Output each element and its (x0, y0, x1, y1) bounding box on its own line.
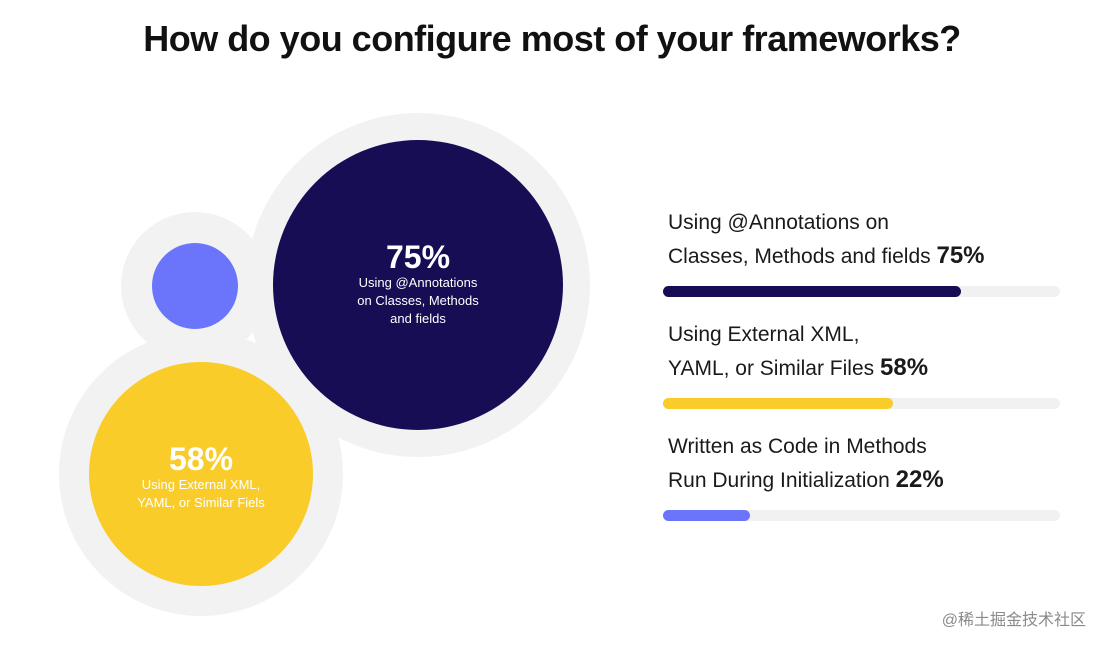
bubble-pct-annotations: 75% (385, 239, 451, 275)
bubble-pct-xml: 58% (168, 441, 234, 477)
bubble-label-annotations: 75% Using @Annotations on Classes, Metho… (318, 240, 518, 328)
bar-fill-code (663, 510, 751, 521)
bubble-annotations (273, 140, 563, 430)
legend-pct-annotations: 75% (936, 242, 985, 269)
bubble-code (152, 243, 238, 329)
bubble-desc-annotations-line-1: Using @Annotations (358, 275, 478, 290)
bubble-chart (59, 113, 590, 616)
legend-item-annotations: Using @Annotations on Classes, Methods a… (663, 206, 1068, 297)
bar-track-code (663, 510, 1060, 521)
chart-title: How do you configure most of your framew… (143, 18, 961, 59)
legend-pct-xml: 58% (880, 354, 929, 381)
bubble-xml (89, 362, 313, 586)
legend-label-xml-line-1: Using External XML, (668, 323, 860, 346)
legend-pct-code: 22% (895, 466, 944, 493)
legend-label-code-line-1: Written as Code in Methods (668, 435, 927, 458)
bubble-label-xml: 58% Using External XML, YAML, or Similar… (101, 442, 301, 512)
bar-track-xml (663, 398, 1060, 409)
watermark: @稀土掘金技术社区 (941, 612, 1086, 629)
legend-label-annotations-line-1: Using @Annotations on (668, 211, 889, 234)
legend-label-xml-line-2: YAML, or Similar Files (668, 357, 875, 380)
bar-track-annotations (663, 286, 1060, 297)
legend-item-code: Written as Code in Methods Run During In… (663, 430, 1068, 521)
bar-fill-xml (663, 398, 894, 409)
legend-item-xml: Using External XML, YAML, or Similar Fil… (663, 318, 1068, 409)
bar-fill-annotations (663, 286, 961, 297)
bubble-desc-annotations-line-3: and fields (390, 311, 446, 326)
legend-label-code-line-2: Run During Initialization (668, 469, 890, 492)
legend-label-annotations-line-2: Classes, Methods and fields (668, 245, 931, 268)
bubble-desc-xml-line-2: YAML, or Similar Fiels (137, 495, 265, 510)
bubble-desc-annotations-line-2: on Classes, Methods (357, 293, 479, 308)
bubble-desc-xml-line-1: Using External XML, (141, 477, 261, 492)
